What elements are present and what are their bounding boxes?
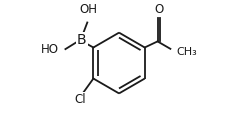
Text: HO: HO — [41, 43, 59, 56]
Text: OH: OH — [79, 3, 97, 16]
Text: B: B — [77, 33, 86, 47]
Text: O: O — [153, 3, 163, 16]
Text: CH₃: CH₃ — [176, 47, 196, 57]
Text: Cl: Cl — [74, 93, 85, 106]
